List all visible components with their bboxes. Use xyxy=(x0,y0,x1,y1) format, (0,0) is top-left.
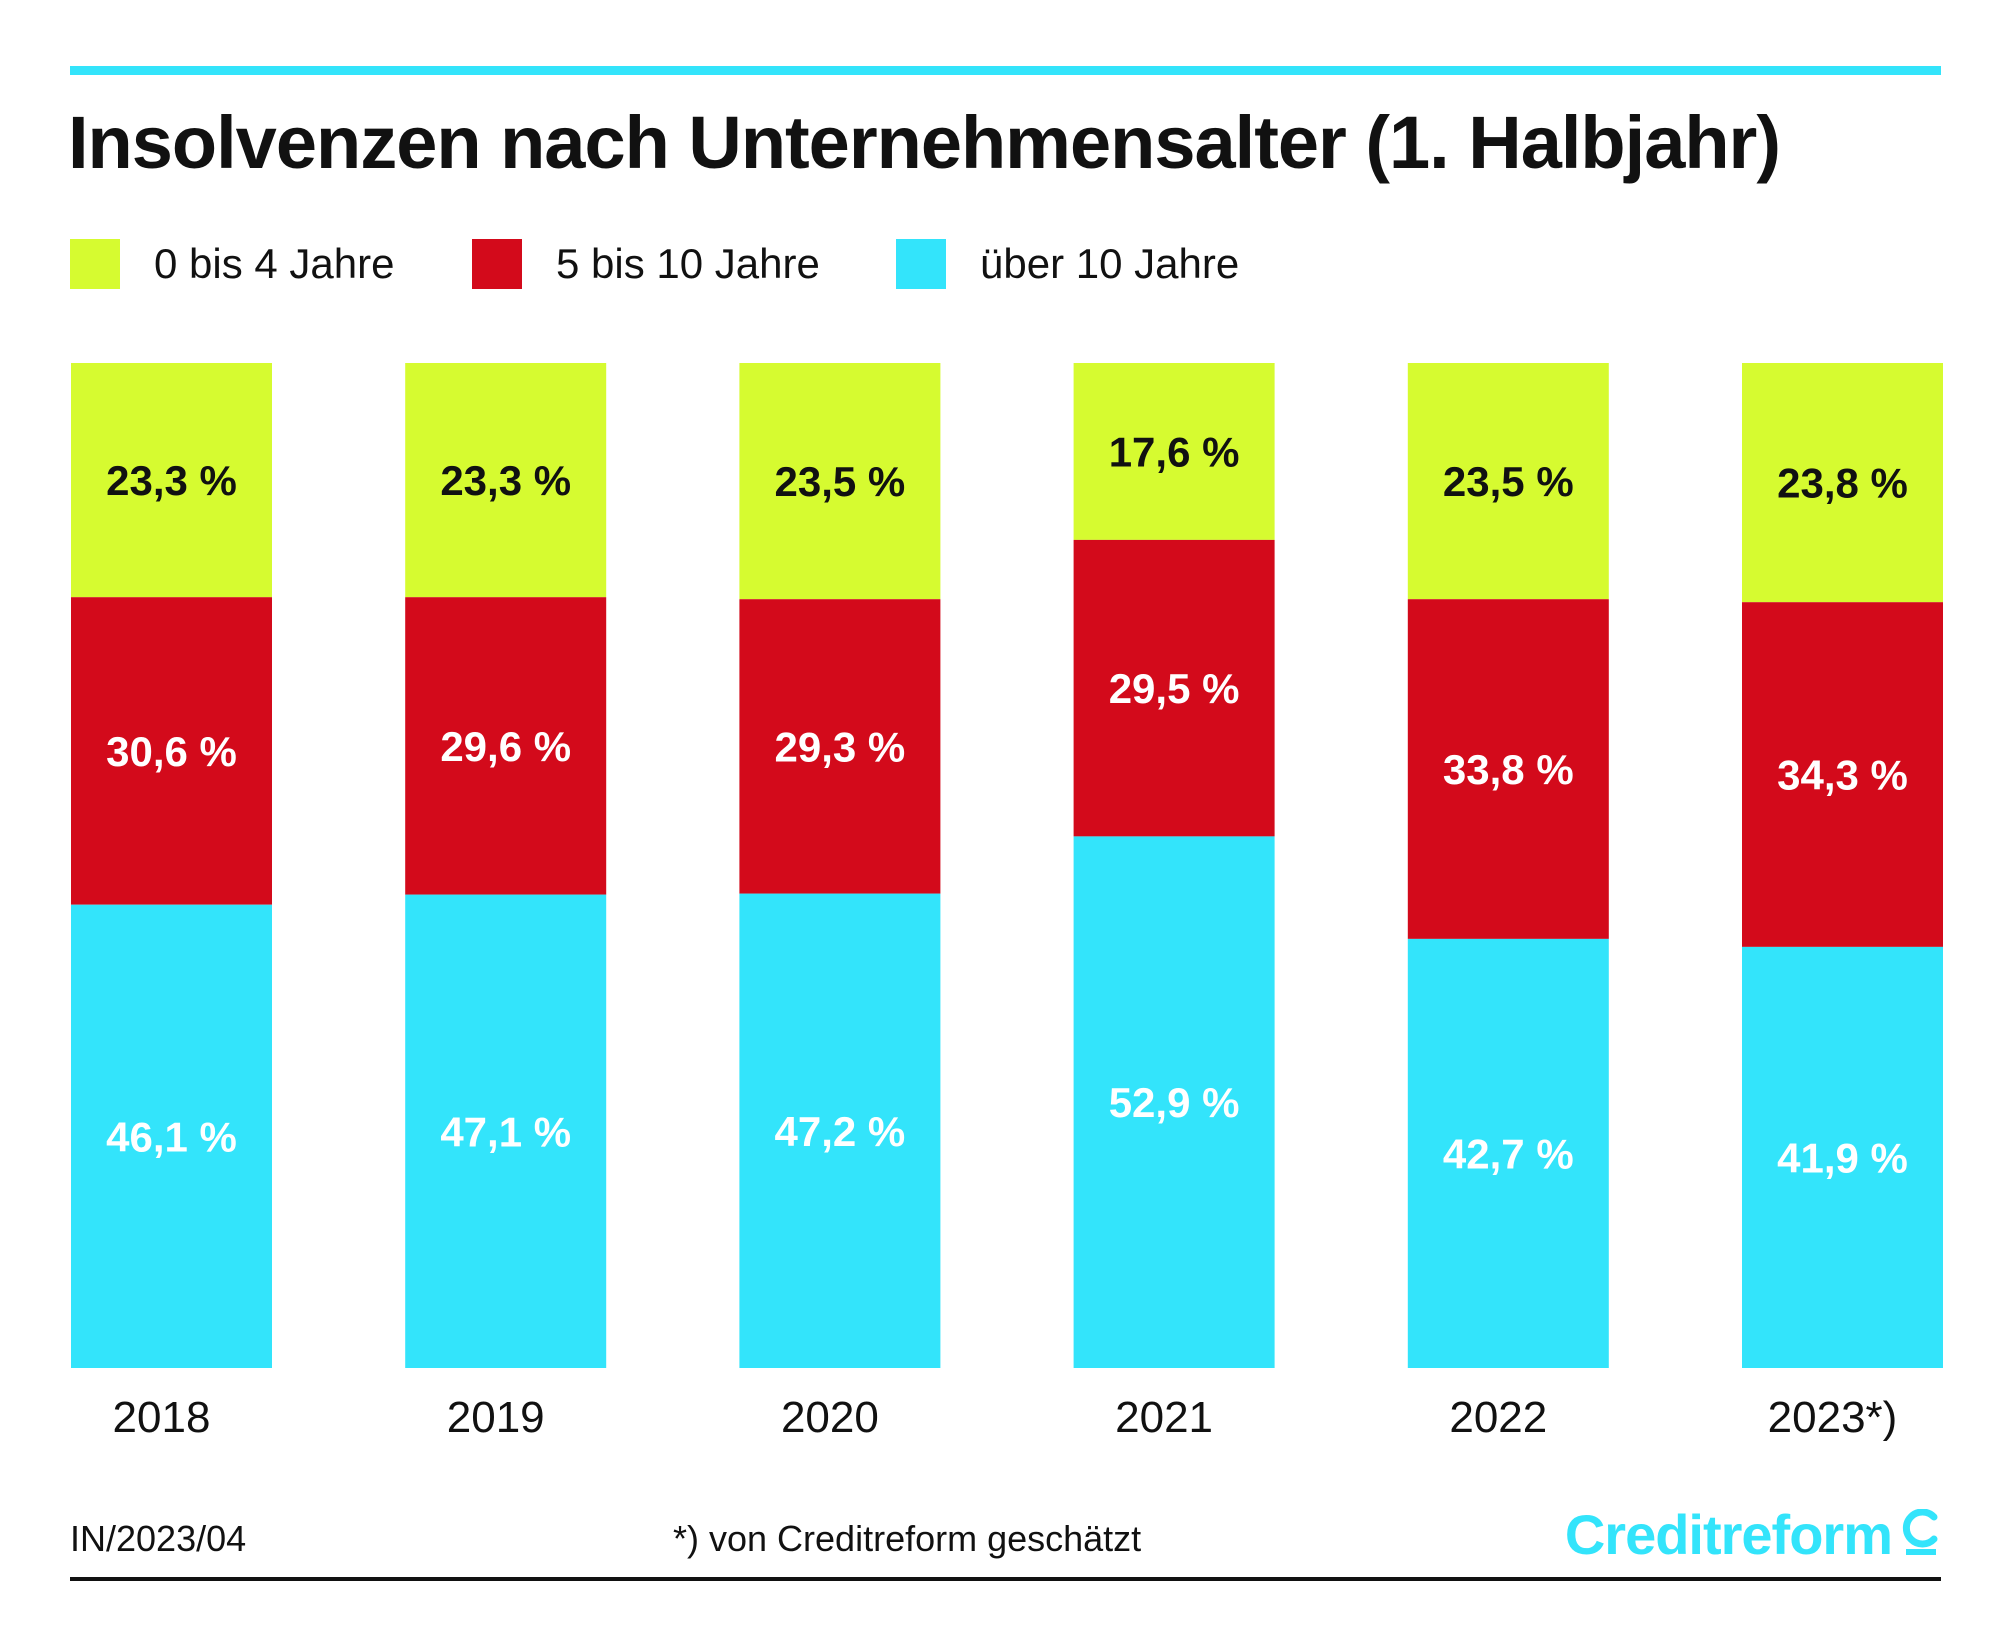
bar-segment-age_0_4-2018 xyxy=(71,363,272,598)
x-tick-label-2019: 2019 xyxy=(447,1393,545,1442)
bar-segment-age_0_4-2021 xyxy=(1073,363,1275,540)
bar-segment-age_0_4-2019 xyxy=(405,363,607,598)
data-label-age_5_10-2021: 29,5 % xyxy=(1109,665,1240,712)
legend-item-5-10-jahre: 5 bis 10 Jahre xyxy=(472,236,820,292)
data-label-age_0_4-2019: 23,3 % xyxy=(440,457,571,504)
legend-label-5-10-jahre: 5 bis 10 Jahre xyxy=(556,240,820,287)
bar-segment-age_5_10-2023 xyxy=(1742,602,1943,947)
x-tick-label-2020: 2020 xyxy=(781,1393,879,1442)
data-label-age_over_10-2023: 41,9 % xyxy=(1777,1135,1908,1182)
chart-title: Insolvenzen nach Unternehmensalter (1. H… xyxy=(68,101,1781,184)
bar-segment-age_0_4-2023 xyxy=(1742,363,1943,603)
top-accent-rule xyxy=(70,66,1941,75)
data-label-age_over_10-2021: 52,9 % xyxy=(1109,1079,1240,1126)
legend-swatch-ueber-10-jahre xyxy=(896,239,946,289)
bar-segment-age_over_10-2023 xyxy=(1742,946,1943,1368)
data-label-age_0_4-2020: 23,5 % xyxy=(775,458,906,505)
data-label-age_0_4-2023: 23,8 % xyxy=(1777,460,1908,507)
data-label-age_over_10-2018: 46,1 % xyxy=(106,1113,237,1160)
data-label-age_5_10-2022: 33,8 % xyxy=(1443,746,1574,793)
footer-note: *) von Creditreform geschätzt xyxy=(673,1518,1142,1559)
brand-name: Creditreform xyxy=(1564,1503,1893,1566)
data-label-age_5_10-2018: 30,6 % xyxy=(106,728,237,775)
bar-segment-age_over_10-2022 xyxy=(1407,938,1609,1368)
creditreform-c-icon xyxy=(1902,1509,1938,1555)
legend-swatch-0-4-jahre xyxy=(70,239,120,289)
creditreform-logo: Creditreform xyxy=(1565,1502,1940,1567)
legend-label-ueber-10-jahre: über 10 Jahre xyxy=(980,240,1240,287)
legend-label-0-4-jahre: 0 bis 4 Jahre xyxy=(154,240,395,287)
legend-item-ueber-10-jahre: über 10 Jahre xyxy=(896,236,1239,292)
stacked-bar-chart: 23,3 % 30,6 % 46,1 % 2018 23,3 % 29,6 % 47,1 %… xyxy=(71,363,1943,1442)
bar-segment-age_over_10-2018 xyxy=(71,904,272,1368)
data-label-age_5_10-2023: 34,3 % xyxy=(1777,752,1908,799)
bar-segment-age_5_10-2019 xyxy=(405,597,607,895)
data-label-age_5_10-2019: 29,6 % xyxy=(440,723,571,770)
data-label-age_0_4-2021: 17,6 % xyxy=(1109,428,1240,475)
bar-segment-age_5_10-2021 xyxy=(1073,539,1275,837)
bar-segment-age_over_10-2019 xyxy=(405,894,607,1368)
bottom-rule xyxy=(70,1577,1941,1581)
legend-item-0-4-jahre: 0 bis 4 Jahre xyxy=(70,236,394,292)
data-label-age_5_10-2020: 29,3 % xyxy=(775,723,906,770)
bar-segment-age_5_10-2018 xyxy=(71,597,272,905)
x-tick-label-2018: 2018 xyxy=(113,1393,211,1442)
footer-code: IN/2023/04 xyxy=(70,1518,247,1559)
data-label-age_0_4-2018: 23,3 % xyxy=(106,457,237,504)
data-label-age_0_4-2022: 23,5 % xyxy=(1443,458,1574,505)
bar-segment-age_5_10-2020 xyxy=(739,599,941,894)
data-label-age_over_10-2020: 47,2 % xyxy=(775,1108,906,1155)
x-tick-label-2023: 2023*) xyxy=(1768,1393,1898,1442)
x-tick-label-2022: 2022 xyxy=(1449,1393,1547,1442)
bar-segment-age_0_4-2020 xyxy=(739,363,941,600)
bar-segment-age_0_4-2022 xyxy=(1407,363,1609,600)
bar-segment-age_over_10-2020 xyxy=(739,893,941,1368)
data-label-age_over_10-2022: 42,7 % xyxy=(1443,1130,1574,1177)
bar-segment-age_5_10-2022 xyxy=(1407,599,1609,939)
data-label-age_over_10-2019: 47,1 % xyxy=(440,1108,571,1155)
x-tick-label-2021: 2021 xyxy=(1115,1393,1213,1442)
bar-segment-age_over_10-2021 xyxy=(1073,836,1275,1368)
legend-swatch-5-10-jahre xyxy=(472,239,522,289)
